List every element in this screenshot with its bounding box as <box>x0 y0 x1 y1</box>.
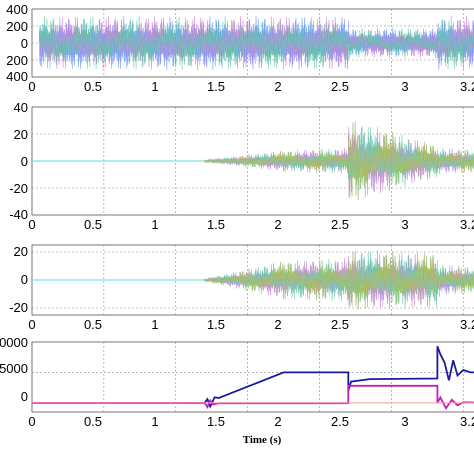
p1-ytick-1: 200 <box>6 19 28 34</box>
panel-4-power: 0000 5000 0 0 0.5 1 1.5 2 2.5 3 3.2 Time… <box>0 335 474 446</box>
p2-xtick-7: 3.2 <box>460 217 474 232</box>
panel-1-x-ticks: 0 0.5 1 1.5 2 2.5 3 3.2 <box>28 79 474 94</box>
p1-ytick-4: 400 <box>6 69 28 84</box>
panel-2-y-ticks: 40 20 0 -20 -40 <box>9 100 28 222</box>
panel-2-x-ticks: 0 0.5 1 1.5 2 2.5 3 3.2 <box>28 217 474 232</box>
p3-ytick-1: 0 <box>21 272 28 287</box>
p3-xtick-7: 3.2 <box>460 317 474 332</box>
p2-xtick-3: 1.5 <box>207 217 225 232</box>
p4-xtick-5: 2.5 <box>331 414 349 429</box>
p2-ytick-0: 40 <box>14 100 28 115</box>
p1-xtick-1: 0.5 <box>84 79 102 94</box>
p4-ytick-1: 5000 <box>0 361 28 376</box>
panel-1-y-ticks: 400 200 0 200 400 <box>6 2 28 84</box>
p3-ytick-0: 20 <box>14 244 28 259</box>
p2-xtick-6: 3 <box>401 217 408 232</box>
panel-3-x-ticks: 0 0.5 1 1.5 2 2.5 3 3.2 <box>28 317 474 332</box>
x-axis-label: Time (s) <box>243 434 282 446</box>
panel-4-y-ticks: 0000 5000 0 <box>0 335 28 404</box>
p4-xtick-0: 0 <box>28 414 35 429</box>
p3-xtick-0: 0 <box>28 317 35 332</box>
p1-xtick-5: 2.5 <box>331 79 349 94</box>
p3-waveform-4 <box>204 250 474 310</box>
panel-4-x-ticks: 0 0.5 1 1.5 2 2.5 3 3.2 <box>28 414 474 429</box>
p4-xtick-7: 3.2 <box>460 414 474 429</box>
p1-xtick-7: 3.2 <box>460 79 474 94</box>
p1-waveform-3 <box>38 15 474 71</box>
p2-xtick-4: 2 <box>274 217 281 232</box>
panel-4-frame <box>31 341 474 413</box>
p2-xtick-5: 2.5 <box>331 217 349 232</box>
p1-ytick-2: 0 <box>21 36 28 51</box>
panel-1-waveforms <box>38 15 474 71</box>
p2-ytick-4: -40 <box>9 207 28 222</box>
p4-ytick-0: 0000 <box>0 335 28 350</box>
panel-3-waveforms <box>32 250 474 310</box>
p4-xtick-2: 1 <box>151 414 158 429</box>
panel-3-current: 20 0 -20 0 0.5 1 1.5 2 2.5 3 3.2 <box>9 244 474 332</box>
p4-xtick-1: 0.5 <box>84 414 102 429</box>
p1-xtick-4: 2 <box>274 79 281 94</box>
p3-xtick-6: 3 <box>401 317 408 332</box>
p1-xtick-2: 1 <box>151 79 158 94</box>
p2-ytick-3: -20 <box>9 181 28 196</box>
p3-ytick-2: -20 <box>9 300 28 315</box>
p4-xtick-6: 3 <box>401 414 408 429</box>
p2-waveform-4 <box>204 121 474 200</box>
panel-2-waveforms <box>32 121 474 200</box>
p2-xtick-2: 1 <box>151 217 158 232</box>
p2-ytick-1: 20 <box>14 127 28 142</box>
p1-xtick-3: 1.5 <box>207 79 225 94</box>
p3-xtick-5: 2.5 <box>331 317 349 332</box>
p2-ytick-2: 0 <box>21 154 28 169</box>
panel-1-voltage: 400 200 0 200 400 0 0.5 1 1.5 2 2.5 3 3.… <box>6 2 474 94</box>
p1-xtick-6: 3 <box>401 79 408 94</box>
p3-xtick-3: 1.5 <box>207 317 225 332</box>
p4-ytick-2: 0 <box>21 389 28 404</box>
p4-xtick-3: 1.5 <box>207 414 225 429</box>
p3-xtick-2: 1 <box>151 317 158 332</box>
panel-3-y-ticks: 20 0 -20 <box>9 244 28 315</box>
p4-series-2 <box>32 384 474 411</box>
p2-xtick-1: 0.5 <box>84 217 102 232</box>
panel-4-lines <box>32 345 474 411</box>
p2-xtick-0: 0 <box>28 217 35 232</box>
p3-xtick-1: 0.5 <box>84 317 102 332</box>
p4-xtick-4: 2 <box>274 414 281 429</box>
p1-xtick-0: 0 <box>28 79 35 94</box>
p3-xtick-4: 2 <box>274 317 281 332</box>
p1-ytick-3: 200 <box>6 53 28 68</box>
p1-ytick-0: 400 <box>6 2 28 17</box>
panel-2-current: 40 20 0 -20 -40 0 0.5 1 1.5 2 2.5 3 3.2 <box>9 100 474 232</box>
